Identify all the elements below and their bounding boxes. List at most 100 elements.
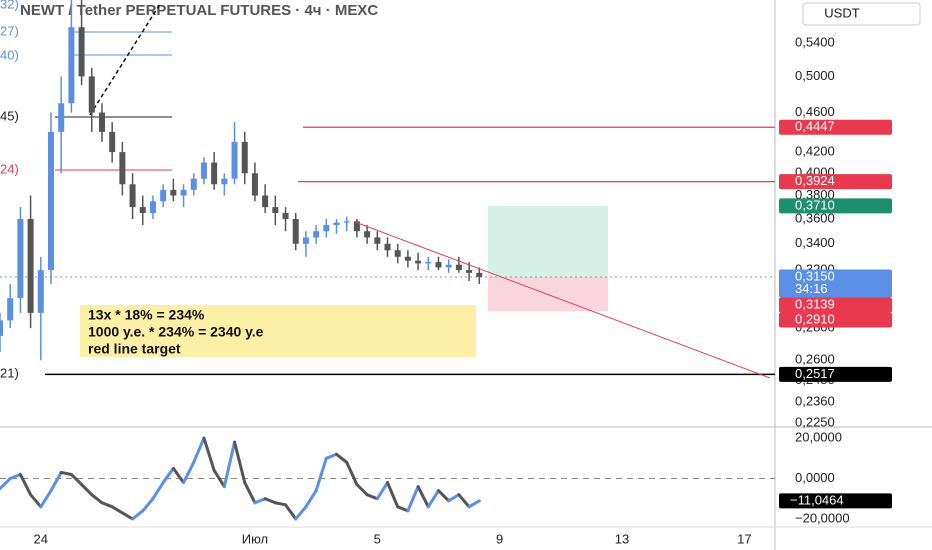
x-tick-label: Июл (242, 531, 268, 546)
candle-body (251, 173, 258, 196)
currency-label: USDT (824, 5, 859, 20)
y-tick-label: 0,5400 (795, 34, 835, 49)
candle-body (374, 237, 381, 244)
candle-body (466, 270, 473, 273)
drawing-line (89, 3, 161, 116)
candle-body (119, 152, 126, 185)
osc-segment (273, 501, 288, 507)
osc-segment (233, 440, 247, 485)
osc-segment (406, 485, 420, 513)
osc-value-tag (779, 493, 892, 509)
candle-body (292, 218, 299, 244)
profit-zone (488, 205, 608, 277)
osc-segment (335, 452, 349, 464)
candle-body (47, 131, 54, 271)
osc-segment (386, 481, 400, 509)
price-tag (779, 269, 892, 298)
y-tick-label: 0,3800 (795, 187, 835, 202)
osc-segment (131, 509, 145, 521)
osc-segment (212, 468, 226, 489)
osc-segment (416, 485, 430, 509)
candle-body (7, 298, 14, 321)
y-tick-label: 0,5000 (795, 68, 835, 83)
candle-body (323, 225, 330, 232)
candle-body (333, 222, 340, 226)
left-label: 32) (0, 0, 19, 11)
price-tag-label: 0,3924 (795, 173, 835, 188)
osc-segment (294, 505, 308, 521)
candle-body (404, 256, 411, 261)
candle-body (445, 264, 452, 268)
osc-segment (467, 499, 481, 509)
candle-body (353, 221, 360, 232)
osc-segment (375, 481, 389, 501)
candle-body (262, 195, 269, 208)
y-tick-label: 0,4200 (795, 144, 835, 159)
x-tick-label: 24 (34, 531, 48, 546)
left-label: 45) (0, 108, 19, 123)
y-tick-label: 0,3600 (795, 210, 835, 225)
left-label: 24) (0, 161, 19, 176)
candle-body (221, 178, 228, 185)
candle-body (78, 27, 85, 77)
osc-tick-label: 20,0000 (795, 430, 842, 445)
osc-segment (151, 481, 165, 501)
candle-body (68, 27, 75, 104)
osc-segment (345, 460, 359, 487)
osc-segment (314, 456, 328, 493)
osc-segment (141, 497, 155, 513)
currency-box (802, 2, 921, 26)
price-tag-label: 0,2517 (795, 366, 835, 381)
candle-body (425, 262, 432, 264)
osc-segment (304, 489, 318, 509)
x-tick-label: 9 (496, 531, 503, 546)
candle-body (27, 218, 34, 313)
candle-body (302, 237, 309, 244)
osc-segment (161, 466, 175, 485)
candle-body (170, 189, 177, 196)
y-tick-label: 0,4600 (795, 104, 835, 119)
candle-body (149, 201, 156, 214)
x-tick-label: 5 (374, 531, 381, 546)
osc-segment (436, 489, 451, 503)
price-tag-label: 0,3710 (795, 197, 835, 212)
annotation-text: 1000 у.е. * 234% = 2340 у.е (88, 324, 264, 340)
price-tag (779, 297, 892, 313)
osc-segment (243, 481, 257, 505)
price-tag-label: 0,2910 (795, 311, 835, 326)
osc-segment (69, 472, 84, 487)
candle-body (200, 162, 207, 179)
left-label: 27) (0, 23, 19, 38)
price-tag (779, 119, 892, 135)
candle-body (109, 131, 116, 153)
annotation-box (80, 305, 476, 357)
candle-body (190, 178, 197, 190)
price-tag-label: 0,4447 (795, 119, 835, 134)
candle-body (129, 184, 136, 208)
price-tag (779, 312, 892, 328)
osc-segment (110, 505, 124, 515)
osc-segment (447, 493, 461, 503)
osc-segment (222, 440, 237, 489)
price-tag (779, 198, 892, 214)
price-tag-label: 0,3150 (795, 268, 835, 283)
x-tick-label: 13 (615, 531, 629, 546)
left-label: 21) (0, 365, 19, 380)
candle-body (160, 189, 167, 202)
countdown: 34:16 (795, 281, 828, 296)
osc-segment (0, 477, 12, 491)
trend-line (354, 221, 771, 379)
candle-body (313, 231, 320, 238)
osc-segment (90, 493, 104, 505)
candle-body (0, 320, 3, 336)
candle-body (17, 218, 24, 299)
chart-title: NEWT / Tether PERPETUAL FUTURES · 4ч · M… (20, 2, 378, 19)
osc-segment (202, 436, 216, 472)
osc-segment (171, 466, 186, 485)
osc-segment (100, 501, 114, 509)
left-label: 40) (0, 47, 19, 62)
osc-segment (192, 436, 206, 464)
y-tick-label: 0,2250 (795, 414, 835, 429)
candle-body (88, 76, 95, 113)
